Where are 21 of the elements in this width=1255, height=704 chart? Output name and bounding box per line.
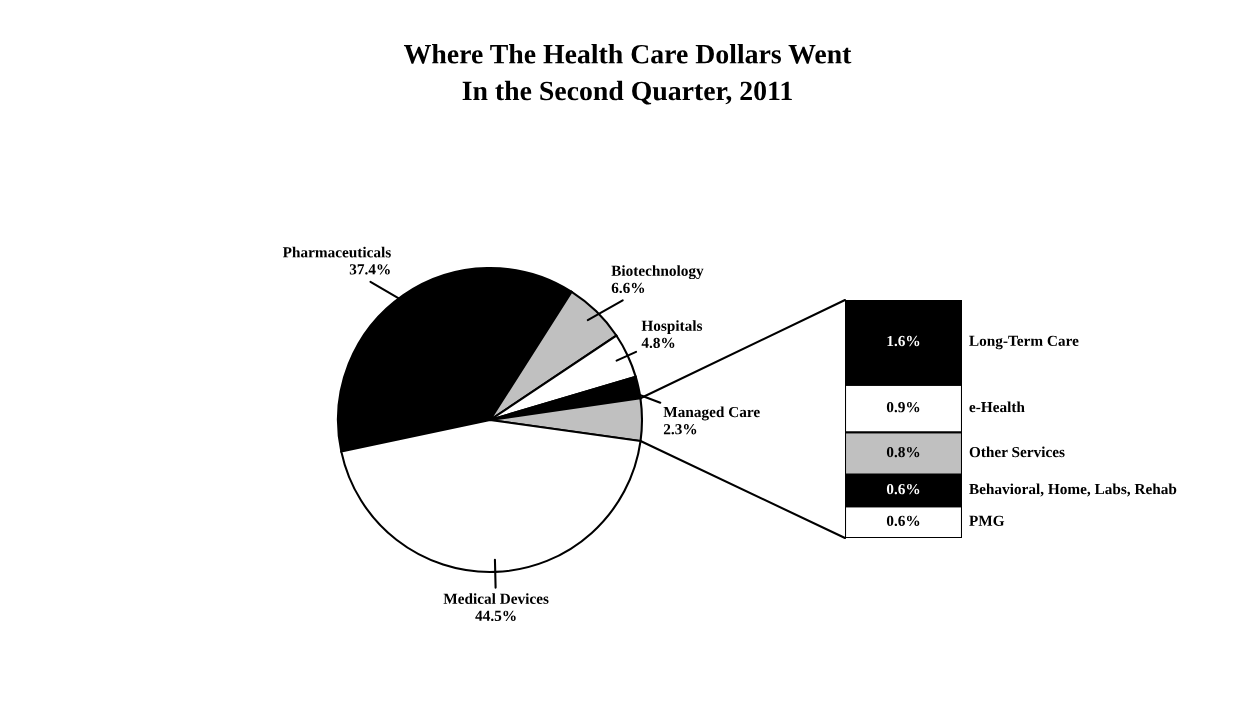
- data-label: 6.6%: [611, 282, 645, 294]
- slice-label: Medical Devices: [443, 593, 549, 604]
- data-label: 0.8%: [886, 446, 920, 458]
- slice-label: Hospitals: [641, 320, 703, 335]
- series-label: Long-Term Care: [969, 335, 1079, 350]
- data-label: 37.4%: [349, 264, 390, 275]
- series-label: e-Health: [969, 401, 1025, 413]
- data-label: 4.8%: [641, 337, 675, 349]
- data-label: 0.6%: [886, 515, 920, 527]
- data-label: 0.9%: [886, 401, 920, 413]
- data-label: 2.3%: [663, 424, 697, 435]
- chart-title: Where The Health Care Dollars Went In the Second Quarter, 2011: [403, 44, 852, 105]
- series-label: Other Services: [969, 446, 1065, 458]
- series-label: PMG: [969, 515, 1005, 526]
- slice-label: Biotechnology: [611, 265, 704, 280]
- slice-label: Managed Care: [663, 406, 760, 421]
- slice-label: Pharmaceuticals: [282, 246, 391, 258]
- data-label: 44.5%: [475, 610, 516, 622]
- data-label: 1.6%: [887, 335, 920, 347]
- series-label: Behavioral, Home, Labs, Rehab: [969, 483, 1177, 497]
- data-label: 0.6%: [886, 483, 920, 495]
